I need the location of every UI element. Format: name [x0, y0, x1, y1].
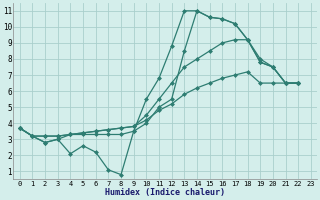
X-axis label: Humidex (Indice chaleur): Humidex (Indice chaleur): [105, 188, 225, 197]
